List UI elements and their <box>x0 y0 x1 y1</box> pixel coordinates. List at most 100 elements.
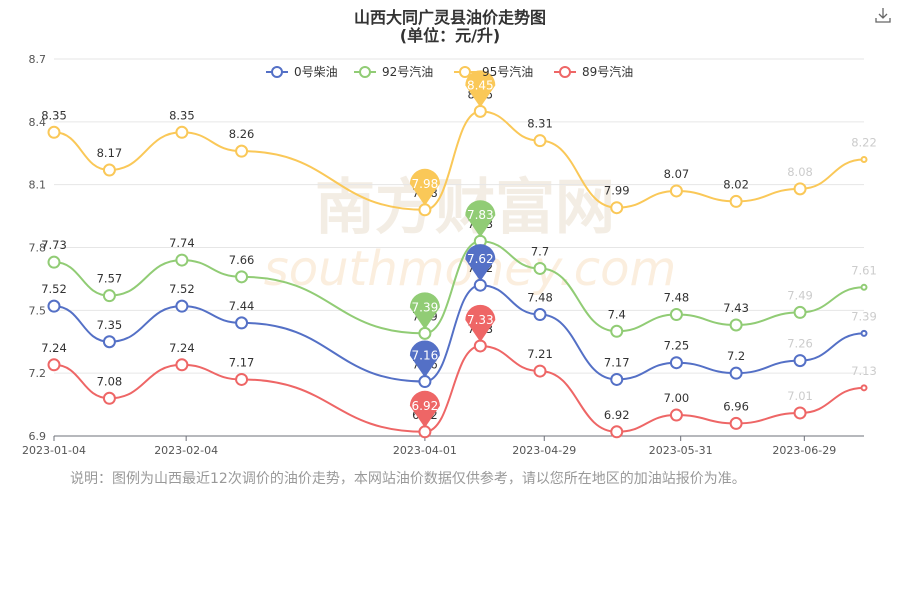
legend-item[interactable]: 92号汽油 <box>354 64 433 79</box>
data-point[interactable] <box>533 261 547 275</box>
data-point[interactable] <box>610 201 624 215</box>
data-point[interactable] <box>610 372 624 386</box>
pin-shape <box>465 70 496 108</box>
legend-label: 92号汽油 <box>382 64 433 79</box>
data-point[interactable] <box>729 318 743 332</box>
data-point[interactable] <box>47 358 61 372</box>
data-point[interactable] <box>860 329 868 337</box>
pin-shape <box>465 200 496 238</box>
data-point[interactable] <box>669 408 683 422</box>
data-point[interactable] <box>729 416 743 430</box>
data-point[interactable] <box>860 156 868 164</box>
data-point[interactable] <box>860 283 868 291</box>
marker-pin[interactable]: 7.33 <box>465 304 496 342</box>
data-label: 7.08 <box>97 374 123 388</box>
data-point[interactable] <box>533 308 547 322</box>
data-point[interactable] <box>175 253 189 267</box>
data-point[interactable] <box>793 305 807 319</box>
x-tick-label: 2023-02-04 <box>154 444 218 457</box>
chart-title: 山西大同广灵县油价走势图 <box>353 8 546 27</box>
data-label: 7.61 <box>851 263 877 277</box>
data-label: 6.92 <box>604 408 630 422</box>
marker-pin[interactable]: 7.39 <box>409 292 440 330</box>
data-point[interactable] <box>473 278 487 292</box>
legend-label: 95号汽油 <box>482 64 533 79</box>
data-point[interactable] <box>533 134 547 148</box>
data-label: 8.35 <box>169 108 195 122</box>
series-line <box>53 284 865 383</box>
data-point[interactable] <box>418 425 432 439</box>
data-point[interactable] <box>473 339 487 353</box>
data-label: 8.07 <box>664 167 690 181</box>
data-label: 7.66 <box>229 253 255 267</box>
data-point[interactable] <box>235 316 249 330</box>
marker-pin[interactable]: 7.62 <box>465 244 496 282</box>
data-label: 7.44 <box>229 299 255 313</box>
data-point[interactable] <box>669 308 683 322</box>
data-point[interactable] <box>235 144 249 158</box>
marker-pin[interactable]: 7.16 <box>409 340 440 378</box>
data-point[interactable] <box>793 182 807 196</box>
data-label: 7.99 <box>604 184 630 198</box>
pin-label: 7.33 <box>467 313 494 327</box>
data-label: 7.17 <box>604 355 630 369</box>
data-point[interactable] <box>793 406 807 420</box>
data-label: 8.08 <box>787 165 813 179</box>
data-point[interactable] <box>860 384 868 392</box>
marker-pin[interactable]: 7.98 <box>409 168 440 206</box>
data-point[interactable] <box>175 299 189 313</box>
data-label: 7.73 <box>41 238 67 252</box>
data-point[interactable] <box>47 125 61 139</box>
data-point[interactable] <box>669 184 683 198</box>
data-label: 7.4 <box>608 307 626 321</box>
data-point[interactable] <box>729 366 743 380</box>
legend-item[interactable]: 89号汽油 <box>554 64 633 79</box>
data-label: 7.13 <box>851 364 877 378</box>
data-point[interactable] <box>533 364 547 378</box>
data-point[interactable] <box>729 194 743 208</box>
data-point[interactable] <box>235 372 249 386</box>
legend-label: 0号柴油 <box>294 65 338 79</box>
legend-item[interactable]: 95号汽油 <box>454 64 533 79</box>
data-label: 7.48 <box>664 291 690 305</box>
data-label: 7.01 <box>787 389 813 403</box>
marker-pin[interactable]: 8.45 <box>465 70 496 108</box>
download-icon[interactable] <box>874 6 892 24</box>
data-point[interactable] <box>610 425 624 439</box>
data-point[interactable] <box>418 375 432 389</box>
data-point[interactable] <box>235 270 249 284</box>
data-point[interactable] <box>793 354 807 368</box>
data-point[interactable] <box>102 335 116 349</box>
data-point[interactable] <box>102 289 116 303</box>
marker-pin[interactable]: 6.92 <box>409 390 440 428</box>
data-point[interactable] <box>102 163 116 177</box>
data-point[interactable] <box>47 299 61 313</box>
pin-label: 8.45 <box>467 78 494 92</box>
data-point[interactable] <box>102 391 116 405</box>
data-point[interactable] <box>610 324 624 338</box>
chart-subtitle: (单位：元/升) <box>399 26 501 45</box>
legend-item[interactable]: 0号柴油 <box>266 65 338 79</box>
data-label: 7.26 <box>787 337 813 351</box>
legend-marker <box>559 66 571 78</box>
marker-pin[interactable]: 7.83 <box>465 200 496 238</box>
data-label: 7.25 <box>664 339 690 353</box>
pin-shape <box>409 168 440 206</box>
data-point[interactable] <box>175 358 189 372</box>
pin-shape <box>409 292 440 330</box>
x-tick-label: 2023-04-29 <box>512 444 576 457</box>
data-label: 7.74 <box>169 236 195 250</box>
data-point[interactable] <box>418 326 432 340</box>
data-point[interactable] <box>47 255 61 269</box>
data-label: 8.35 <box>41 108 67 122</box>
data-point[interactable] <box>175 125 189 139</box>
pin-label: 7.39 <box>412 300 439 314</box>
data-point[interactable] <box>418 203 432 217</box>
data-point[interactable] <box>473 104 487 118</box>
data-label: 7.52 <box>41 282 67 296</box>
pin-label: 7.83 <box>467 208 494 222</box>
data-label: 7.24 <box>169 341 195 355</box>
data-label: 7.24 <box>41 341 67 355</box>
data-point[interactable] <box>669 356 683 370</box>
